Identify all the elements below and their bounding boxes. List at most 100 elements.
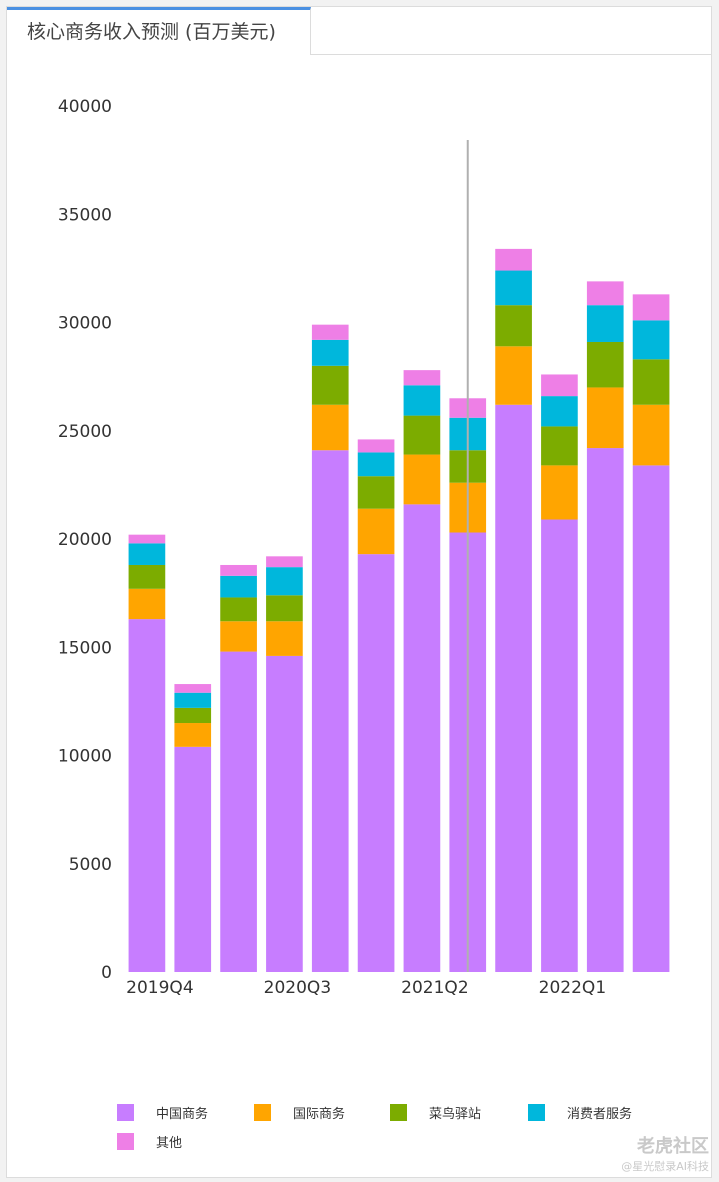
legend-item[interactable]: 其他 [117, 1133, 182, 1151]
legend-label: 国际商务 [293, 1106, 345, 1122]
legend-swatch [390, 1104, 407, 1121]
bar-segment[interactable] [311, 450, 349, 972]
y-tick-label: 25000 [58, 422, 112, 442]
bar-segment[interactable] [632, 320, 670, 360]
bar-segment[interactable] [128, 564, 166, 589]
watermark-title: 老虎社区 [637, 1136, 709, 1157]
bar-segment[interactable] [495, 346, 532, 405]
bar-segment[interactable] [311, 339, 349, 366]
x-tick-label: 2019Q4 [126, 978, 193, 998]
bar-segment[interactable] [586, 341, 624, 388]
watermark: 老虎社区 @星光慰录AI科技 [621, 1132, 709, 1174]
y-tick-label: 35000 [58, 205, 112, 225]
bar-segment[interactable] [128, 619, 166, 972]
bar-stack[interactable] [311, 324, 349, 972]
bar-segment[interactable] [357, 476, 395, 509]
bar-segment[interactable] [220, 597, 257, 622]
bar-segment[interactable] [174, 692, 212, 708]
y-tick-label: 5000 [69, 855, 112, 875]
y-tick-label: 15000 [58, 638, 112, 658]
bar-segment[interactable] [220, 575, 257, 598]
legend-item[interactable]: 国际商务 [254, 1104, 345, 1122]
chart-title-tab[interactable]: 核心商务收入预测 (百万美元) [7, 7, 311, 55]
bar-segment[interactable] [632, 404, 670, 466]
bar-stack[interactable] [586, 281, 624, 972]
bar-stack[interactable] [632, 294, 670, 972]
legend-label: 菜鸟驿站 [429, 1106, 481, 1122]
legend-item[interactable]: 菜鸟驿站 [390, 1104, 481, 1122]
bar-segment[interactable] [541, 519, 578, 972]
bar-stack[interactable] [220, 564, 257, 972]
y-tick-label: 20000 [58, 530, 112, 550]
bar-stack[interactable] [357, 439, 395, 972]
bar-segment[interactable] [357, 508, 395, 555]
bar-segment[interactable] [357, 554, 395, 972]
bar-segment[interactable] [128, 534, 166, 544]
bar-stack[interactable] [174, 684, 212, 972]
legend-item[interactable]: 中国商务 [117, 1104, 208, 1122]
bar-segment[interactable] [220, 651, 257, 972]
legend-swatch [528, 1104, 545, 1121]
bar-segment[interactable] [541, 374, 578, 397]
bar-segment[interactable] [541, 465, 578, 520]
bar-segment[interactable] [495, 404, 532, 972]
bar-segment[interactable] [357, 452, 395, 477]
bar-segment[interactable] [174, 746, 212, 972]
x-axis: 2019Q4 2020Q3 2021Q2 2022Q1 [126, 978, 606, 998]
bar-segment[interactable] [632, 294, 670, 321]
bar-segment[interactable] [128, 588, 166, 620]
bar-segment[interactable] [632, 359, 670, 405]
bar-segment[interactable] [266, 621, 303, 656]
x-tick-label: 2022Q1 [539, 978, 606, 998]
bar-stack[interactable] [128, 534, 166, 972]
bar-segment[interactable] [403, 415, 441, 455]
tab-strip: 核心商务收入预测 (百万美元) [7, 7, 711, 55]
bar-segment[interactable] [266, 655, 303, 972]
bar-segment[interactable] [495, 248, 532, 271]
legend-swatch [254, 1104, 271, 1121]
bar-segment[interactable] [403, 504, 441, 972]
bar-segment[interactable] [586, 387, 624, 449]
bar-segment[interactable] [220, 621, 257, 652]
bar-segment[interactable] [586, 305, 624, 342]
bar-segment[interactable] [403, 385, 441, 416]
bar-segment[interactable] [586, 281, 624, 306]
y-axis: 0 5000 10000 15000 20000 25000 30000 35000 40000 [58, 97, 112, 983]
bar-segment[interactable] [266, 567, 303, 596]
bar-segment[interactable] [311, 324, 349, 340]
bar-segment[interactable] [541, 396, 578, 427]
bar-segment[interactable] [266, 595, 303, 622]
bar-segment[interactable] [266, 556, 303, 568]
bar-segment[interactable] [174, 723, 212, 747]
bar-segment[interactable] [632, 465, 670, 972]
y-tick-label: 10000 [58, 747, 112, 767]
legend-item[interactable]: 消费者服务 [528, 1104, 632, 1122]
bar-stack[interactable] [403, 370, 441, 972]
bar-segment[interactable] [495, 270, 532, 306]
bar-segment[interactable] [403, 454, 441, 505]
bar-segment[interactable] [311, 365, 349, 405]
y-tick-label: 0 [101, 963, 112, 983]
bar-segment[interactable] [495, 305, 532, 347]
bars [128, 248, 670, 972]
bar-segment[interactable] [174, 707, 212, 724]
bar-segment[interactable] [220, 564, 257, 576]
x-tick-label: 2021Q2 [401, 978, 468, 998]
legend-label: 其他 [156, 1136, 182, 1151]
bar-stack[interactable] [541, 374, 578, 972]
bar-segment[interactable] [403, 370, 441, 386]
bar-segment[interactable] [541, 426, 578, 466]
bar-segment[interactable] [174, 684, 212, 693]
bar-stack[interactable] [495, 248, 532, 972]
y-tick-label: 40000 [58, 97, 112, 117]
bar-segment[interactable] [357, 439, 395, 453]
legend-label: 中国商务 [156, 1106, 208, 1122]
bar-segment[interactable] [311, 404, 349, 451]
bar-stack[interactable] [266, 556, 303, 972]
bar-segment[interactable] [586, 448, 624, 972]
bar-segment[interactable] [128, 543, 166, 565]
legend-label: 消费者服务 [567, 1106, 632, 1122]
x-tick-label: 2020Q3 [264, 978, 331, 998]
